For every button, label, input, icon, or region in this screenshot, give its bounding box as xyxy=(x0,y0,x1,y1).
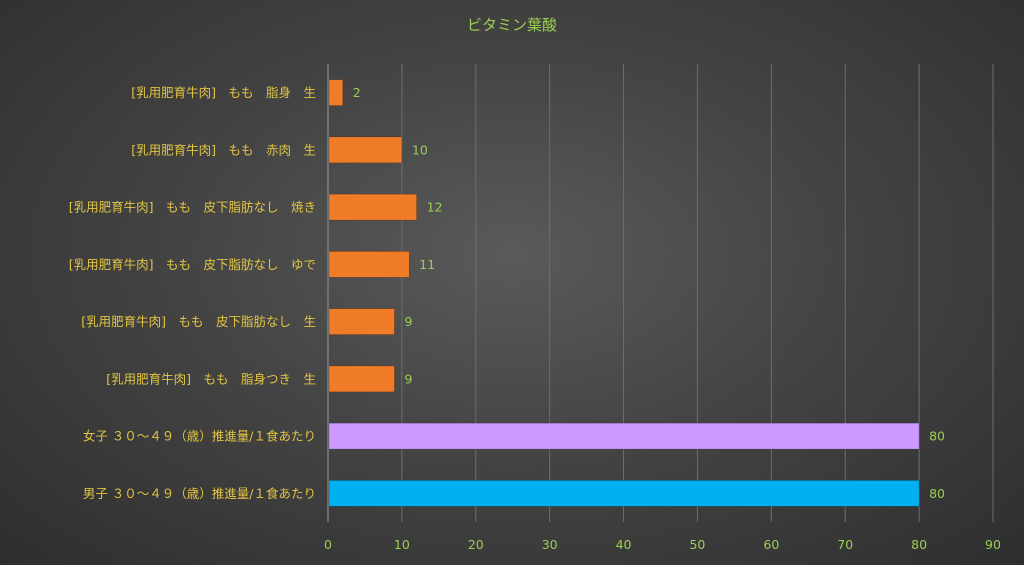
x-tick-label: 40 xyxy=(616,537,632,552)
category-label: [乳用肥育牛肉] もも 脂身 生 xyxy=(131,85,316,100)
bar xyxy=(328,136,403,164)
bar xyxy=(328,365,395,393)
bar xyxy=(328,79,344,106)
x-tick-label: 60 xyxy=(763,537,779,552)
bars xyxy=(328,79,920,507)
x-tick-label: 30 xyxy=(542,537,558,552)
x-tick-label: 0 xyxy=(324,537,332,552)
x-tick-label: 10 xyxy=(394,537,410,552)
category-labels: [乳用肥育牛肉] もも 脂身 生 [乳用肥育牛肉] もも 赤肉 生 [乳用肥育牛肉]… xyxy=(69,85,316,501)
category-label: [乳用肥育牛肉] もも 皮下脂肪なし ゆで xyxy=(69,257,316,272)
category-label: 男子 ３０～４９（歳）推進量/１食あたり xyxy=(83,486,316,501)
data-label: 2 xyxy=(353,85,361,100)
bar xyxy=(328,308,395,335)
x-axis-ticks: 0 10 20 30 40 50 60 70 80 90 xyxy=(324,537,1001,552)
x-tick-label: 70 xyxy=(837,537,853,552)
chart-title: ビタミン葉酸 xyxy=(467,16,557,34)
x-tick-label: 90 xyxy=(985,537,1001,552)
bar xyxy=(328,480,920,507)
x-tick-label: 80 xyxy=(911,537,927,552)
category-label: [乳用肥育牛肉] もも 皮下脂肪なし 焼き xyxy=(69,200,316,215)
data-label: 80 xyxy=(929,429,945,444)
bar xyxy=(328,251,410,278)
data-labels: 2 10 12 11 9 9 80 80 xyxy=(353,85,945,501)
category-label: [乳用肥育牛肉] もも 赤肉 生 xyxy=(131,142,316,157)
category-label: [乳用肥育牛肉] もも 脂身つき 生 xyxy=(106,371,316,386)
data-label: 9 xyxy=(405,371,413,386)
data-label: 10 xyxy=(412,142,428,157)
bar xyxy=(328,193,417,221)
x-tick-label: 20 xyxy=(468,537,484,552)
data-label: 11 xyxy=(419,257,435,272)
gridlines xyxy=(401,64,994,522)
bar xyxy=(328,422,920,450)
data-label: 80 xyxy=(929,486,945,501)
data-label: 9 xyxy=(405,314,413,329)
x-tick-label: 50 xyxy=(689,537,705,552)
data-label: 12 xyxy=(427,200,443,215)
category-label: [乳用肥育牛肉] もも 皮下脂肪なし 生 xyxy=(81,314,316,329)
category-label: 女子 ３０～４９（歳）推進量/１食あたり xyxy=(83,429,316,444)
